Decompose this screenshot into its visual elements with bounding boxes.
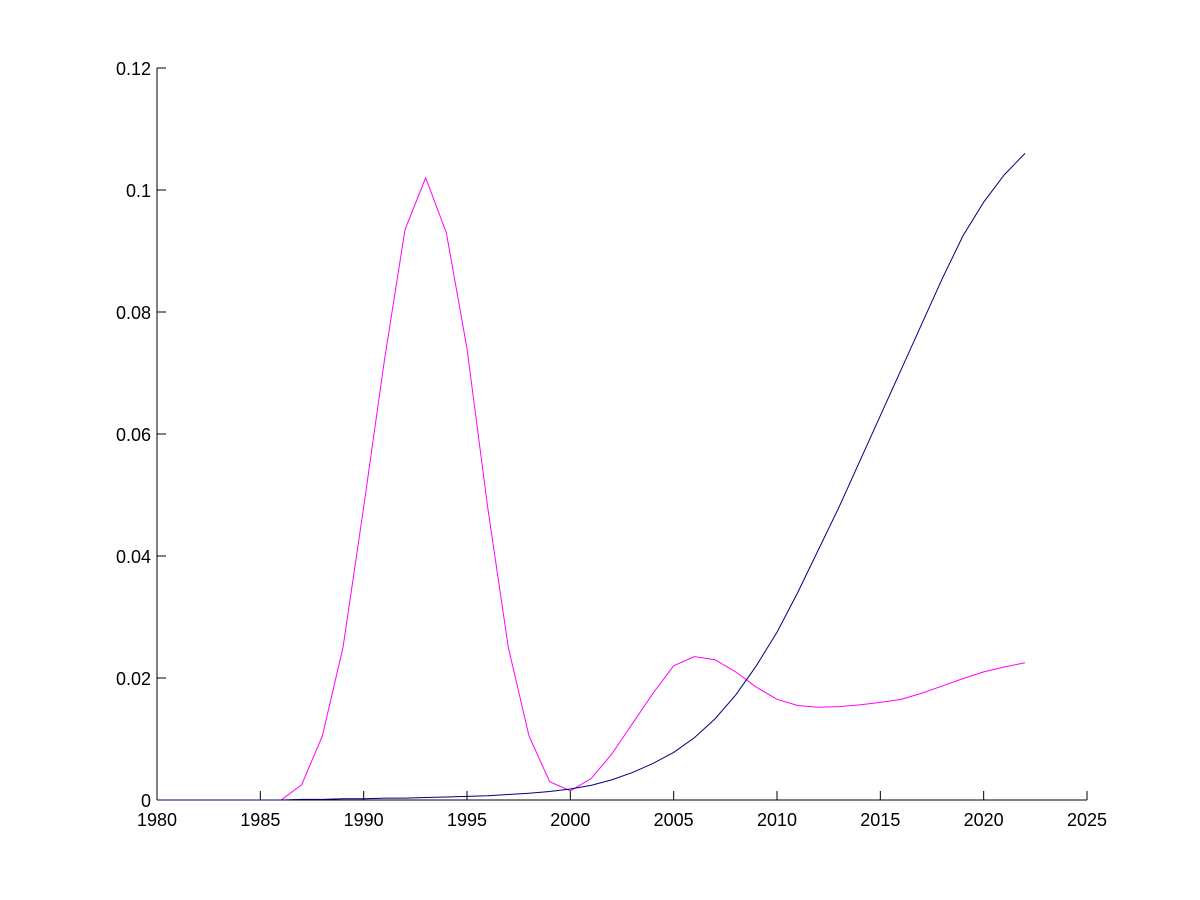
x-tick-label: 1980 (137, 810, 177, 830)
x-tick-label: 2015 (860, 810, 900, 830)
x-tick-label: 1995 (447, 810, 487, 830)
y-tick-label: 0.08 (116, 303, 151, 323)
x-tick-label: 2025 (1067, 810, 1107, 830)
y-tick-label: 0.1 (126, 181, 151, 201)
series-line (157, 153, 1026, 801)
y-tick-label: 0.12 (116, 59, 151, 79)
x-tick-label: 1990 (344, 810, 384, 830)
y-tick-label: 0.02 (116, 669, 151, 689)
y-tick-label: 0.06 (116, 425, 151, 445)
y-tick-label: 0.04 (116, 547, 151, 567)
y-tick-label: 0 (141, 791, 151, 811)
x-tick-label: 1985 (240, 810, 280, 830)
x-tick-label: 2005 (654, 810, 694, 830)
x-tick-label: 2000 (550, 810, 590, 830)
x-tick-label: 2020 (964, 810, 1004, 830)
series-line (157, 176, 1026, 801)
x-tick-label: 2010 (757, 810, 797, 830)
